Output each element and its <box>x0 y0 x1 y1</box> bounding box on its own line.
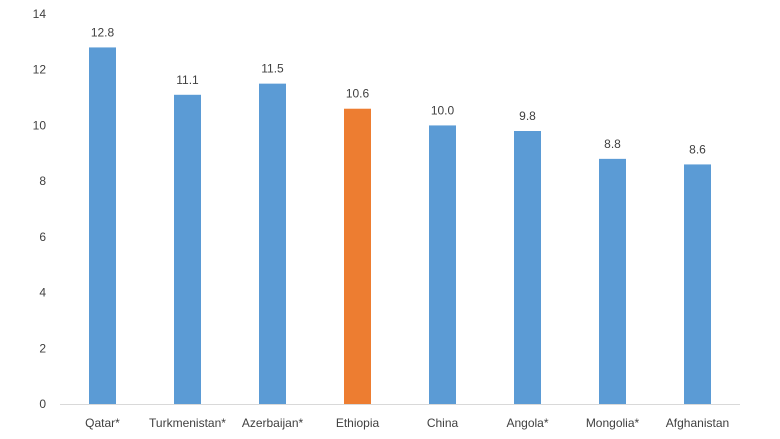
bar-7 <box>684 164 711 404</box>
category-label-7: Afghanistan <box>666 416 729 430</box>
bar-0 <box>89 47 116 405</box>
category-label-0: Qatar* <box>85 416 120 430</box>
y-tick-label-6: 12 <box>33 63 47 77</box>
data-label-5: 9.8 <box>519 109 536 123</box>
data-label-7: 8.6 <box>689 142 706 156</box>
x-axis: Qatar* Turkmenistan* Azerbaijan* Ethiopia Ch… <box>60 404 740 430</box>
category-label-3: Ethiopia <box>336 416 380 430</box>
data-label-1: 11.1 <box>176 73 199 87</box>
bar-6 <box>599 158 626 404</box>
bar-4 <box>429 125 456 404</box>
bar-1 <box>174 94 201 405</box>
category-label-1: Turkmenistan* <box>149 416 226 430</box>
bar-3 <box>344 108 371 404</box>
y-tick-label-1: 2 <box>39 341 46 355</box>
y-tick-label-3: 6 <box>39 230 46 244</box>
data-labels: 12.8 11.1 11.5 10.6 10.0 9.8 8.8 8.6 <box>91 25 706 156</box>
y-tick-label-7: 14 <box>33 7 47 21</box>
category-label-2: Azerbaijan* <box>242 416 304 430</box>
bar-2 <box>259 83 286 405</box>
data-label-2: 11.5 <box>261 62 284 76</box>
y-tick-label-0: 0 <box>39 397 46 411</box>
bars <box>89 47 711 405</box>
data-label-4: 10.0 <box>431 103 455 117</box>
bar-5 <box>514 131 541 404</box>
y-tick-label-2: 4 <box>39 286 46 300</box>
category-label-5: Angola* <box>506 416 548 430</box>
data-label-6: 8.8 <box>604 137 621 151</box>
y-tick-label-5: 10 <box>33 118 47 132</box>
category-label-4: China <box>427 416 459 430</box>
y-tick-label-4: 8 <box>39 174 46 188</box>
data-label-3: 10.6 <box>346 87 370 101</box>
data-label-0: 12.8 <box>91 25 115 39</box>
y-axis: 0 2 4 6 8 10 12 14 <box>33 7 47 411</box>
category-label-6: Mongolia* <box>586 416 640 430</box>
